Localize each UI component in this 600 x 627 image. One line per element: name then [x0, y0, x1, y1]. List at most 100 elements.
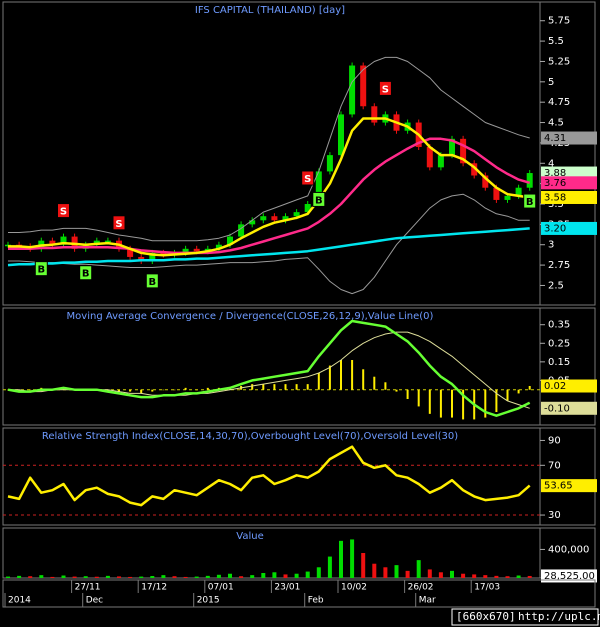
histogram-bar	[451, 389, 453, 418]
histogram-bar	[428, 389, 431, 414]
indicator-line	[8, 117, 530, 257]
signal-box	[79, 265, 93, 281]
end-label: 4.31	[544, 133, 566, 144]
volume-bar	[105, 575, 110, 578]
candle	[304, 204, 311, 213]
volume-bar	[405, 570, 410, 578]
candle	[437, 155, 444, 168]
histogram-bar	[206, 387, 209, 390]
volume-bar	[438, 572, 443, 578]
volume-bar	[194, 576, 199, 578]
signal-box	[523, 193, 537, 209]
candle	[515, 187, 522, 196]
end-label-box	[541, 379, 597, 393]
signal-box	[57, 203, 70, 219]
histogram-bar	[140, 389, 143, 394]
y-tick-label: 0.25	[548, 338, 570, 349]
x-tick-label: 10/02	[341, 583, 367, 593]
panel-frame	[2, 1, 596, 306]
volume-bar	[39, 575, 44, 578]
volume-bar	[461, 573, 466, 578]
volume-bar	[283, 574, 288, 578]
histogram-bar	[184, 387, 187, 390]
y-tick-label: 4.75	[548, 97, 570, 108]
y-tick-label: 70	[548, 460, 561, 471]
histogram-bar	[129, 389, 132, 392]
x-tick-label: 26/02	[408, 583, 434, 593]
y-tick-label: 5	[548, 77, 554, 88]
histogram-bar	[284, 384, 287, 390]
signal-label: S	[115, 219, 122, 230]
volume-bar	[361, 553, 366, 578]
histogram-bar	[173, 389, 176, 391]
candle	[493, 187, 500, 200]
x-period-label: 2014	[8, 596, 31, 606]
y-tick-label: 30	[548, 510, 561, 521]
signal-box	[378, 80, 392, 96]
candle	[227, 236, 233, 245]
volume-bar	[250, 575, 255, 578]
y-tick-label: 3.5	[548, 199, 564, 210]
panel-title: Relative Strength Index(CLOSE,14,30,70),…	[42, 431, 458, 442]
histogram-bar	[306, 384, 309, 390]
histogram-bar	[384, 382, 387, 390]
histogram-bar	[295, 384, 298, 390]
volume-bar	[350, 539, 355, 578]
end-label: 3.20	[544, 223, 566, 234]
volume-bar	[450, 570, 454, 578]
volume-bar	[239, 576, 244, 578]
histogram-bar	[373, 376, 376, 390]
histogram-bar	[495, 389, 498, 412]
candle	[249, 220, 256, 225]
end-label-box	[541, 190, 597, 204]
panel-title: Moving Average Convergence / Divergence(…	[67, 311, 434, 322]
footer-box	[451, 608, 599, 626]
indicator-line	[7, 227, 530, 267]
histogram-bar	[118, 389, 120, 392]
histogram-bar	[517, 389, 520, 394]
candle	[504, 195, 511, 200]
histogram-bar	[317, 373, 320, 390]
y-tick-label: 4	[548, 158, 554, 169]
volume-bar	[183, 576, 188, 578]
volume-bar	[128, 576, 133, 578]
x-tick-label: 17/03	[474, 583, 500, 593]
candle	[349, 65, 356, 115]
y-tick-label: 2.75	[548, 260, 570, 271]
candle	[149, 252, 156, 262]
x-period-label: 2015	[197, 596, 220, 606]
candle	[260, 216, 267, 221]
candle	[282, 216, 289, 221]
candle	[60, 236, 67, 245]
volume-bar	[427, 569, 432, 578]
candle	[426, 146, 433, 168]
end-label-box	[541, 221, 597, 235]
volume-bar	[472, 574, 477, 578]
panel-frame	[2, 527, 596, 579]
footer-url: http://uplc.me/	[518, 610, 600, 623]
panel-frame	[2, 427, 596, 526]
candle	[338, 114, 344, 156]
y-tick-label: 0.35	[548, 320, 570, 331]
volume-bar	[272, 572, 277, 578]
indicator-line	[7, 445, 531, 507]
candle	[460, 138, 467, 164]
histogram-bar	[417, 389, 420, 407]
y-tick-label: 0.15	[548, 357, 570, 368]
signal-box	[301, 170, 315, 186]
x-tick-label: 17/12	[141, 583, 167, 593]
volume-bar	[394, 565, 399, 578]
signal-label: S	[304, 174, 311, 185]
volume-bar	[172, 576, 177, 578]
end-label-box	[541, 479, 597, 493]
candle	[182, 248, 189, 253]
x-tick-label: 07/01	[208, 583, 234, 593]
signal-label: B	[526, 197, 534, 208]
volume-bar	[216, 574, 221, 578]
histogram-bar	[262, 384, 265, 390]
end-label-box	[541, 401, 597, 415]
signal-box	[312, 191, 326, 207]
end-label: 3.58	[544, 192, 566, 203]
volume-bar	[6, 576, 10, 578]
panel-title: Value	[236, 531, 263, 542]
